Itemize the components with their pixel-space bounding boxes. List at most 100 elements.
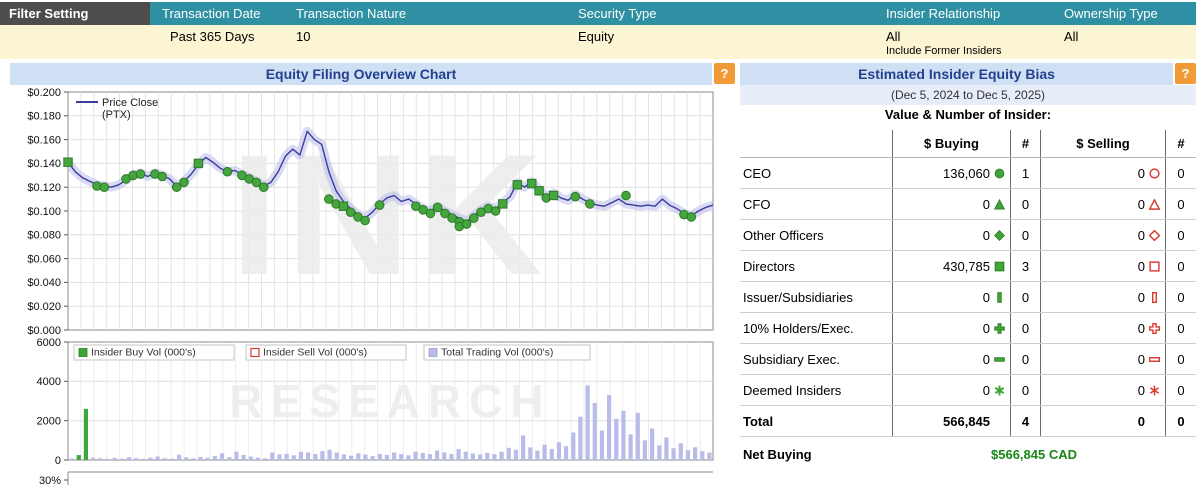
buy-value: 136,060 [892,158,1010,188]
filter-col-transaction-nature: Transaction Nature [296,6,407,21]
row-label: Subsidiary Exec. [743,351,840,367]
sell-value: 0 [1040,158,1165,188]
buy-count: 0 [1010,189,1040,219]
buy-vbar-icon [994,291,1005,303]
sell-value: 0 [1040,375,1165,405]
svg-text:$0.060: $0.060 [27,253,61,265]
filter-value-transaction-date[interactable]: Past 365 Days [170,29,255,44]
buy-value: 0 [892,375,1010,405]
filter-col-transaction-date: Transaction Date [162,6,261,21]
buy-count: 0 [1010,313,1040,343]
filter-value-security-type[interactable]: Equity [578,29,615,44]
row-label: Issuer/Subsidiaries [743,289,853,305]
row-label: Deemed Insiders [743,382,842,398]
svg-text:(PTX): (PTX) [102,109,131,121]
header-blank [740,130,892,157]
svg-text:30%: 30% [39,475,61,485]
buy-count: 0 [1010,375,1040,405]
sell-diamond-icon [1149,229,1160,241]
sell-plus-icon [1149,322,1160,334]
net-buying-value: $566,845 CAD [991,446,1077,462]
row-label: CEO [743,165,772,181]
net-buying-label: Net Buying [743,446,812,462]
table-row: Deemed Insiders 0 0 0 0 [740,375,1196,406]
sell-value: 0 [1040,220,1165,250]
svg-text:$0.020: $0.020 [27,301,61,313]
buy-plus-icon [994,322,1005,334]
equity-filing-overview-chart: $0.200 $0.180 $0.160 $0.140 $0.120 $0.100 $0.0… [10,86,735,487]
filter-value-transaction-nature[interactable]: 10 [296,29,311,44]
date-range: (Dec 5, 2024 to Dec 5, 2025) [740,85,1196,105]
filter-value-insider-relationship[interactable]: All [886,29,901,44]
svg-text:$0.100: $0.100 [27,206,61,218]
sell-value: 0 [1040,282,1165,312]
svg-text:$0.040: $0.040 [27,277,61,289]
header-buying: $ Buying [892,130,1010,157]
svg-text:0: 0 [55,455,61,467]
buy-count: 0 [1010,220,1040,250]
table-heading: Value & Number of Insider: [884,107,1052,122]
filter-col-ownership-type: Ownership Type [1064,6,1158,21]
ink-watermark: INK [230,119,550,311]
left-panel-title: Equity Filing Overview Chart [265,66,457,82]
total-row: Total 566,845 4 0 0 [740,406,1196,437]
sell-count: 0 [1165,189,1196,219]
buy-square-icon [994,261,1005,272]
total-sell-value: 0 [1040,406,1165,436]
buy-hbar-icon [994,354,1005,365]
table-row: Other Officers 0 0 0 0 [740,220,1196,251]
buy-value: 0 [892,189,1010,219]
bias-help-button[interactable]: ? [1175,63,1196,84]
svg-text:4000: 4000 [37,376,61,388]
header-sell-count: # [1165,130,1196,157]
sell-count: 0 [1165,220,1196,250]
chart-help-button[interactable]: ? [714,63,735,84]
svg-text:$0.080: $0.080 [27,230,61,242]
buy-circle-icon [994,168,1005,179]
buy-value: 0 [892,313,1010,343]
sell-count: 0 [1165,375,1196,405]
buy-count: 1 [1010,158,1040,188]
right-panel-title: Estimated Insider Equity Bias [858,66,1055,82]
filter-col-security-type: Security Type [578,6,657,21]
row-label: 10% Holders/Exec. [743,320,854,336]
total-buy-count: 4 [1010,406,1040,436]
buy-count: 0 [1010,282,1040,312]
left-panel-header: Equity Filing Overview Chart [10,63,712,85]
buy-diamond-icon [994,229,1005,241]
svg-text:Insider Sell Vol (000's): Insider Sell Vol (000's) [263,347,367,359]
filter-note-include-former-insiders: Include Former Insiders [886,45,1002,57]
buy-value: 0 [892,220,1010,250]
header-buy-count: # [1010,130,1040,157]
header-selling: $ Selling [1040,130,1165,157]
net-buying-row: Net Buying $566,845 CAD [740,437,1196,471]
sell-circle-icon [1149,167,1160,179]
sell-asterisk-icon [1149,385,1160,396]
sell-triangle-icon [1149,198,1160,210]
price-volume-chart-svg: $0.200 $0.180 $0.160 $0.140 $0.120 $0.100 $0.0… [10,86,735,487]
buy-value: 0 [892,282,1010,312]
total-sell-count: 0 [1165,406,1196,436]
buy-value: 430,785 [892,251,1010,281]
sell-value: 0 [1040,251,1165,281]
sell-value: 0 [1040,313,1165,343]
filter-setting-label: Filter Setting [0,2,150,25]
table-row: Subsidiary Exec. 0 0 0 0 [740,344,1196,375]
table-row: CEO 136,060 1 0 0 [740,158,1196,189]
table-row: CFO 0 0 0 0 [740,189,1196,220]
filter-values-bar: Past 365 Days 10 Equity All Include Form… [0,25,1196,59]
svg-text:$0.140: $0.140 [27,158,61,170]
filter-header-bar: Filter Setting Transaction Date Transact… [0,2,1196,25]
sell-count: 0 [1165,313,1196,343]
buy-asterisk-icon [994,385,1005,396]
table-header-row: $ Buying # $ Selling # [740,130,1196,158]
buy-count: 3 [1010,251,1040,281]
filter-col-insider-relationship: Insider Relationship [886,6,1001,21]
sell-count: 0 [1165,344,1196,374]
svg-text:$0.000: $0.000 [27,325,61,337]
svg-text:Total Trading Vol (000's): Total Trading Vol (000's) [441,347,553,359]
sell-hbar-icon [1149,354,1160,365]
insider-bias-table: $ Buying # $ Selling # CEO 136,060 1 0 0… [740,130,1196,471]
filter-value-ownership-type[interactable]: All [1064,29,1079,44]
svg-text:$0.200: $0.200 [27,87,61,99]
